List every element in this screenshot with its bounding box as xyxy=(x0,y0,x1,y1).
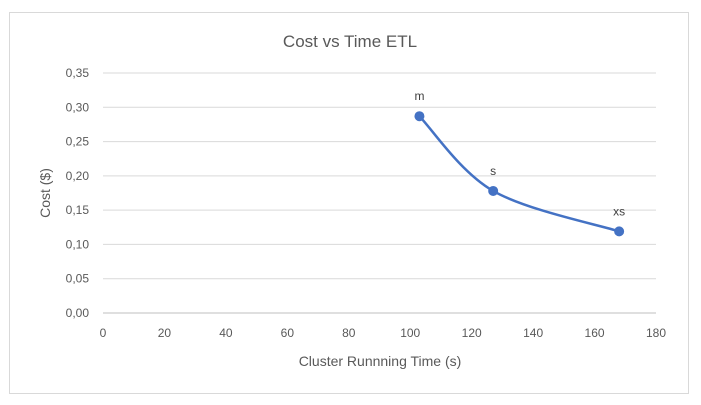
data-point xyxy=(414,111,425,122)
x-tick-label: 80 xyxy=(342,326,356,340)
data-point xyxy=(614,226,625,237)
y-tick-label: 0,20 xyxy=(66,169,90,183)
y-tick-label: 0,25 xyxy=(66,135,90,149)
series-layer xyxy=(414,111,625,237)
y-axis-label: Cost ($) xyxy=(37,168,53,218)
y-tick-label: 0,30 xyxy=(66,100,90,114)
x-tick-label: 0 xyxy=(100,326,107,340)
x-tick-label: 40 xyxy=(219,326,233,340)
grid-lines xyxy=(103,72,656,280)
y-tick-label: 0,35 xyxy=(66,66,90,80)
data-point xyxy=(488,185,499,196)
x-tick-label: 160 xyxy=(585,326,605,340)
y-tick-label: 0,00 xyxy=(66,306,90,320)
data-label: m xyxy=(414,89,424,103)
label-layer: 0,00 0,05 0,10 0,15 0,20 0,25 0,30 0,35 0 20 40 60 8… xyxy=(66,66,667,340)
x-tick-label: 20 xyxy=(158,326,172,340)
x-tick-label: 120 xyxy=(462,326,482,340)
x-tick-label: 180 xyxy=(646,326,666,340)
x-axis-label: Cluster Runnning Time (s) xyxy=(299,353,462,369)
chart-frame xyxy=(9,12,689,394)
x-tick-label: 100 xyxy=(400,326,420,340)
y-tick-label: 0,15 xyxy=(66,203,90,217)
x-tick-label: 60 xyxy=(281,326,295,340)
y-tick-label: 0,05 xyxy=(66,272,90,286)
chart-title: Cost vs Time ETL xyxy=(283,32,417,51)
data-label: xs xyxy=(613,204,625,218)
x-tick-label: 140 xyxy=(523,326,543,340)
series-line xyxy=(418,114,621,233)
data-label: s xyxy=(490,164,496,178)
y-tick-label: 0,10 xyxy=(66,237,90,251)
